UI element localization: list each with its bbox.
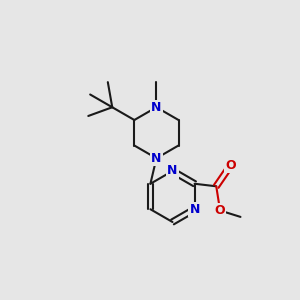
Text: O: O bbox=[215, 204, 225, 217]
Text: O: O bbox=[225, 159, 236, 172]
Text: N: N bbox=[151, 152, 162, 165]
Text: N: N bbox=[189, 203, 200, 216]
Text: N: N bbox=[151, 101, 162, 114]
Text: N: N bbox=[167, 164, 178, 178]
